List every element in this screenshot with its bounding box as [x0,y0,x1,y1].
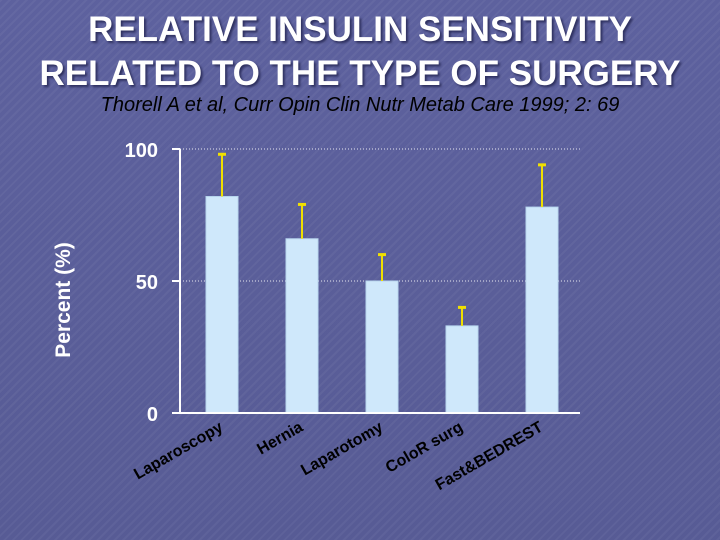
bar [365,280,399,414]
x-tick-label: Hernia [254,419,306,459]
bar [445,325,479,414]
x-tick-label: Laparoscopy [131,419,226,484]
y-axis-label: Percent (%) [52,242,75,358]
citation-subtitle: Thorell A et al, Curr Opin Clin Nutr Met… [100,94,620,116]
y-tick-label: 0 [147,404,158,426]
bar [205,196,239,414]
y-tick-labels: 0 50 100 [125,140,158,426]
x-tick-label: Laparotomy [298,419,386,480]
gridlines [180,148,580,282]
slide-title-line-2: RELATED TO THE TYPE OF SURGERY [39,54,681,93]
slide-title-line-1: RELATIVE INSULIN SENSITIVITY [88,10,632,49]
slide-title: RELATIVE INSULIN SENSITIVITY RELATED TO … [0,8,720,96]
y-tick-label: 100 [125,140,158,162]
y-tick-label: 50 [136,272,158,294]
error-bars [218,152,546,326]
bar [285,238,319,414]
bar [525,206,559,414]
bars [205,196,559,414]
y-axis [172,148,181,414]
